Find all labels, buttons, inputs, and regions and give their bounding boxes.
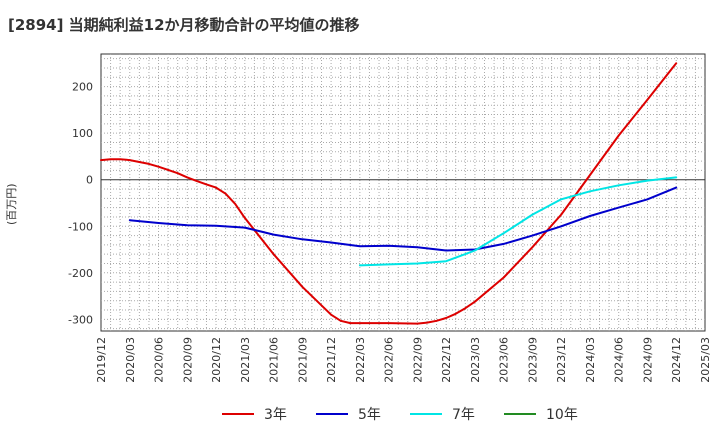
series-line-5年 [128,186,678,252]
legend-label: 3年 [264,407,287,423]
x-tick-label: 2021/06 [268,337,281,383]
x-tick-label: 2024/06 [613,337,626,383]
x-tick-label: 2020/06 [153,337,166,383]
x-tick-label: 2022/03 [354,337,367,383]
x-tick-label: 2022/06 [383,337,396,383]
x-tick-label: 2024/12 [670,337,683,383]
x-tick-label: 2020/09 [181,337,194,383]
y-tick-label: 200 [72,81,93,94]
x-tick-label: 2019/12 [95,337,108,383]
legend-label: 7年 [452,407,475,423]
legend-label: 10年 [546,407,578,423]
x-tick-label: 2023/09 [526,337,539,383]
x-tick-label: 2022/09 [411,337,424,383]
x-tick-label: 2024/09 [641,337,654,383]
x-tick-label: 2023/06 [498,337,511,383]
x-tick-label: 2021/03 [239,337,252,383]
y-tick-label: -300 [68,313,93,326]
x-tick-label: 2022/12 [440,337,453,383]
x-tick-label: 2020/12 [210,337,223,383]
y-tick-label: -100 [68,220,93,233]
y-tick-label: 0 [86,174,93,187]
x-tick-label: 2021/09 [296,337,309,383]
y-tick-label: -200 [68,267,93,280]
legend-label: 5年 [358,407,381,423]
series-line-7年 [358,176,678,267]
x-tick-label: 2020/03 [124,337,137,383]
x-tick-label: 2021/12 [325,337,338,383]
y-tick-label: 100 [72,127,93,140]
series-line-3年 [100,62,678,325]
plot-area [100,53,706,332]
chart-title: [2894] 当期純利益12か月移動合計の平均値の推移 [8,16,360,34]
x-tick-label: 2023/12 [555,337,568,383]
x-tick-label: 2023/03 [469,337,482,383]
x-tick-label: 2024/03 [584,337,597,383]
x-tick-label: 2025/03 [699,337,712,383]
